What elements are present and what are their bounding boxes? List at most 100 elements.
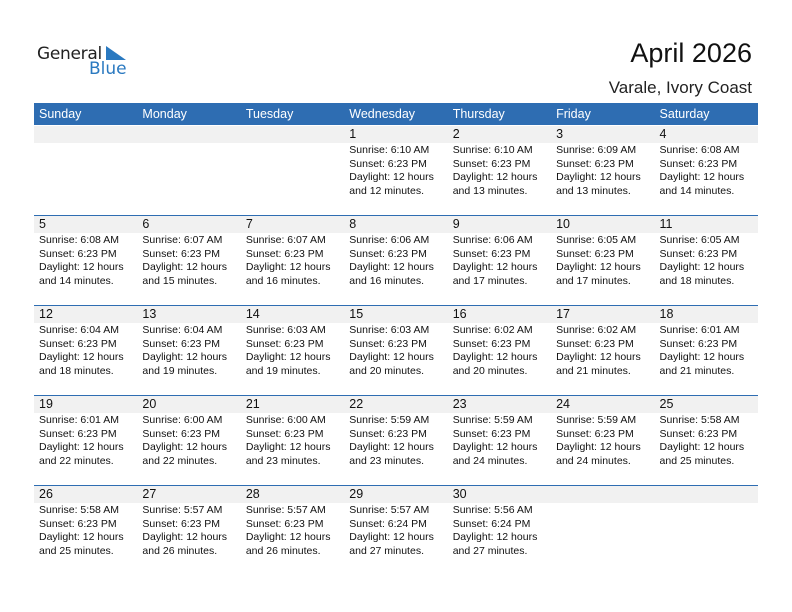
- day-number: 26: [39, 487, 53, 501]
- daylight-text: Daylight: 12 hours: [556, 261, 641, 273]
- day-number: 23: [452, 397, 467, 411]
- sunset-text: Sunset: 6:23 PM: [659, 427, 738, 440]
- sunset-text: Sunset: 6:23 PM: [349, 157, 427, 170]
- sunrise-text: Sunrise: 5:56 AM: [452, 504, 533, 516]
- minutes-text: and 23 minutes.: [245, 454, 321, 467]
- minutes-text: and 22 minutes.: [142, 454, 218, 467]
- minutes-text: and 12 minutes.: [349, 184, 424, 197]
- daylight-text: Daylight: 12 hours: [245, 261, 331, 273]
- minutes-text: and 19 minutes.: [245, 364, 321, 377]
- day-info: Sunrise: 6:00 AM Sunset: 6:23 PM Daylight:…: [142, 414, 227, 468]
- sunrise-text: Sunrise: 6:02 AM: [452, 324, 533, 336]
- day-info: Sunrise: 6:07 AM Sunset: 6:23 PM Daylight:…: [246, 234, 331, 288]
- day-info: Sunrise: 6:10 AM Sunset: 6:23 PM Daylight:…: [453, 144, 538, 198]
- daylight-text: Daylight: 12 hours: [39, 441, 124, 453]
- day-strip: [137, 306, 241, 323]
- day-cell: 20 Sunrise: 6:00 AM Sunset: 6:23 PM Dayligh…: [137, 396, 241, 486]
- sunset-text: Sunset: 6:23 PM: [349, 247, 427, 260]
- sunset-text: Sunset: 6:23 PM: [452, 157, 531, 170]
- day-strip: [344, 126, 448, 143]
- day-number: 6: [142, 217, 150, 231]
- sunrise-text: Sunrise: 5:57 AM: [142, 504, 223, 516]
- day-info: Sunrise: 6:10 AM Sunset: 6:23 PM Daylight:…: [349, 144, 434, 198]
- sunset-text: Sunset: 6:23 PM: [556, 427, 634, 440]
- day-number: 27: [142, 487, 157, 501]
- week-row: 19 Sunrise: 6:01 AM Sunset: 6:23 PM Dayligh…: [34, 395, 758, 486]
- minutes-text: and 24 minutes.: [556, 454, 631, 467]
- sunset-text: Sunset: 6:23 PM: [142, 517, 221, 530]
- sunset-text: Sunset: 6:23 PM: [142, 247, 221, 260]
- day-strip: [654, 396, 758, 413]
- week-row: 1 Sunrise: 6:10 AM Sunset: 6:23 PM Daylight…: [34, 126, 758, 216]
- daylight-text: Daylight: 12 hours: [142, 261, 228, 273]
- week-row: 5 Sunrise: 6:08 AM Sunset: 6:23 PM Daylight…: [34, 215, 758, 306]
- sunrise-text: Sunrise: 5:59 AM: [452, 414, 533, 426]
- day-cell: 10 Sunrise: 6:05 AM Sunset: 6:23 PM Dayligh…: [551, 216, 655, 306]
- day-info: Sunrise: 6:08 AM Sunset: 6:23 PM Daylight:…: [660, 144, 745, 198]
- daylight-text: Daylight: 12 hours: [452, 441, 538, 453]
- daylight-text: Daylight: 12 hours: [39, 261, 124, 273]
- day-info: Sunrise: 5:57 AM Sunset: 6:23 PM Daylight:…: [246, 504, 331, 558]
- day-number: 14: [245, 307, 260, 321]
- day-cell: 5 Sunrise: 6:08 AM Sunset: 6:23 PM Daylight…: [34, 216, 138, 306]
- sunrise-text: Sunrise: 6:05 AM: [556, 234, 637, 246]
- sunset-text: Sunset: 6:23 PM: [556, 157, 634, 170]
- day-number: 12: [39, 307, 53, 321]
- daylight-text: Daylight: 12 hours: [452, 261, 538, 273]
- day-cell: 17 Sunrise: 6:02 AM Sunset: 6:23 PM Dayligh…: [551, 306, 655, 396]
- daylight-text: Daylight: 12 hours: [142, 351, 228, 363]
- day-cell: 7 Sunrise: 6:07 AM Sunset: 6:23 PM Daylight…: [240, 216, 345, 306]
- logo-blue-text: Blue: [89, 59, 127, 79]
- day-strip: [551, 396, 655, 413]
- day-info: Sunrise: 6:06 AM Sunset: 6:23 PM Daylight:…: [349, 234, 434, 288]
- minutes-text: and 22 minutes.: [39, 454, 114, 467]
- empty-cell: [654, 486, 758, 576]
- day-info: Sunrise: 5:56 AM Sunset: 6:24 PM Daylight:…: [453, 504, 538, 558]
- minutes-text: and 21 minutes.: [659, 364, 735, 377]
- day-number: 24: [556, 397, 571, 411]
- day-number: 21: [245, 397, 260, 411]
- empty-cell: [137, 126, 241, 216]
- daylight-text: Daylight: 12 hours: [39, 351, 124, 363]
- daylight-text: Daylight: 12 hours: [349, 261, 434, 273]
- sunrise-text: Sunrise: 6:07 AM: [245, 234, 326, 246]
- sunset-text: Sunset: 6:23 PM: [245, 517, 324, 530]
- day-number: 7: [245, 217, 253, 231]
- weekday-header: Sunday Monday Tuesday Wednesday Thursday Frid…: [34, 103, 758, 125]
- day-number: 2: [452, 127, 460, 141]
- day-cell: 25 Sunrise: 5:58 AM Sunset: 6:23 PM Dayligh…: [654, 396, 758, 486]
- day-strip: [344, 216, 448, 233]
- day-info: Sunrise: 6:07 AM Sunset: 6:23 PM Daylight:…: [142, 234, 227, 288]
- day-strip: [654, 486, 758, 503]
- minutes-text: and 15 minutes.: [142, 274, 218, 287]
- sunrise-text: Sunrise: 5:59 AM: [556, 414, 637, 426]
- day-info: Sunrise: 6:05 AM Sunset: 6:23 PM Daylight:…: [660, 234, 745, 288]
- day-info: Sunrise: 6:00 AM Sunset: 6:23 PM Daylight:…: [246, 414, 331, 468]
- daylight-text: Daylight: 12 hours: [142, 531, 228, 543]
- day-number: 11: [659, 217, 673, 231]
- sunrise-text: Sunrise: 6:08 AM: [39, 234, 119, 246]
- sunrise-text: Sunrise: 5:58 AM: [39, 504, 119, 516]
- minutes-text: and 20 minutes.: [452, 364, 528, 377]
- sunset-text: Sunset: 6:24 PM: [452, 517, 531, 530]
- day-info: Sunrise: 6:01 AM Sunset: 6:23 PM Daylight:…: [39, 414, 124, 468]
- weekday-saturday: Saturday: [659, 107, 710, 121]
- minutes-text: and 20 minutes.: [349, 364, 424, 377]
- minutes-text: and 25 minutes.: [39, 544, 114, 557]
- day-info: Sunrise: 6:06 AM Sunset: 6:23 PM Daylight:…: [453, 234, 538, 288]
- day-number: 3: [556, 127, 564, 141]
- day-cell: 27 Sunrise: 5:57 AM Sunset: 6:23 PM Dayligh…: [137, 486, 241, 576]
- minutes-text: and 27 minutes.: [452, 544, 528, 557]
- day-strip: [344, 396, 448, 413]
- day-number: 1: [349, 127, 357, 141]
- daylight-text: Daylight: 12 hours: [556, 441, 641, 453]
- sunset-text: Sunset: 6:23 PM: [39, 517, 117, 530]
- daylight-text: Daylight: 12 hours: [659, 351, 745, 363]
- day-cell: 15 Sunrise: 6:03 AM Sunset: 6:23 PM Dayligh…: [344, 306, 448, 396]
- day-strip: [34, 396, 138, 413]
- day-cell: 24 Sunrise: 5:59 AM Sunset: 6:23 PM Dayligh…: [551, 396, 655, 486]
- sunrise-text: Sunrise: 6:06 AM: [452, 234, 533, 246]
- sunset-text: Sunset: 6:23 PM: [245, 247, 324, 260]
- day-strip: [240, 216, 345, 233]
